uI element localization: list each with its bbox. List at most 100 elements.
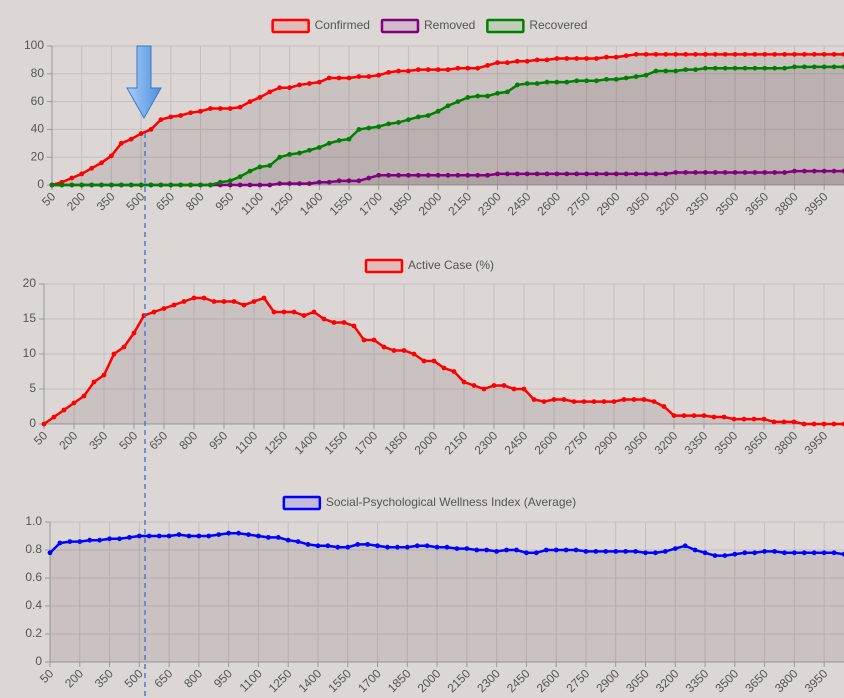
data-point [117,536,122,542]
data-point [604,76,609,82]
data-point [257,95,263,100]
data-point [791,419,797,425]
y-tick-label: 40 [31,122,45,136]
data-point [425,67,431,73]
data-point [524,171,530,177]
data-point [703,65,708,71]
data-point [841,168,844,174]
data-point [772,51,778,57]
data-point [406,117,411,123]
data-point [504,547,509,553]
data-point [831,64,837,70]
data-point [543,547,549,553]
data-point [171,302,177,308]
data-point [297,150,302,156]
data-point [563,547,569,553]
data-point [712,51,718,57]
data-point [821,168,827,174]
data-point [421,358,427,364]
data-point [781,419,787,425]
data-point [376,72,382,78]
data-point [287,152,292,157]
data-point [385,544,390,550]
data-point [802,64,807,70]
data-point [241,302,247,308]
data-point [376,124,382,130]
data-point [381,344,387,350]
data-point [69,182,75,188]
data-point [514,547,519,553]
data-point [574,56,580,61]
data-point [186,533,192,539]
data-point [148,182,154,188]
data-point [762,51,768,57]
data-point [386,121,391,127]
data-point [505,60,510,66]
y-tick-label: 0 [35,654,42,668]
data-point [511,386,517,392]
data-point [801,421,807,427]
data-point [307,81,312,86]
data-point [406,68,411,74]
data-point [69,175,75,181]
data-point [208,106,213,111]
data-point [782,550,787,556]
data-point [732,65,738,71]
data-point [465,65,471,71]
data-point [465,95,471,100]
data-point [326,140,332,146]
data-point [267,89,273,95]
data-point [741,416,747,422]
y-tick-label: 20 [31,149,45,163]
y-tick-label: 20 [23,276,37,290]
data-point [653,171,659,177]
data-point [772,549,777,554]
data-point [396,68,401,74]
data-point [712,553,718,558]
data-point [109,153,114,159]
data-point [761,416,767,422]
data-point [109,182,114,188]
legend-item: Social-Psychological Wellness Index (Ave… [282,495,576,511]
data-point [811,51,817,57]
data-point [415,67,421,73]
data-point [485,63,490,68]
data-point [564,171,570,177]
data-point [752,170,758,175]
data-point [196,533,202,539]
data-point [346,75,352,81]
data-point [356,126,362,132]
data-point [375,543,380,549]
data-point [561,397,567,402]
data-point [501,383,507,388]
data-point [802,51,807,57]
data-point [316,145,322,150]
area [52,54,844,186]
data-point [671,413,677,418]
data-point [534,171,540,177]
data-point [89,182,94,188]
data-point [156,533,162,539]
data-point [663,51,669,57]
data-point [356,178,362,184]
data-point [71,400,77,406]
y-tick-label: 5 [29,381,36,395]
data-point [514,82,520,88]
data-point [752,51,758,57]
data-point [782,170,787,175]
data-point [521,386,527,392]
data-point [435,172,441,178]
data-point [831,51,837,57]
data-point [191,295,197,301]
data-point [451,369,457,374]
data-point [226,530,232,536]
data-point [792,64,797,70]
data-point [742,170,748,175]
data-point [247,182,253,188]
data-point [653,550,658,556]
data-point [47,550,53,556]
data-point [683,170,688,175]
data-point [574,78,580,84]
data-point [683,51,688,57]
